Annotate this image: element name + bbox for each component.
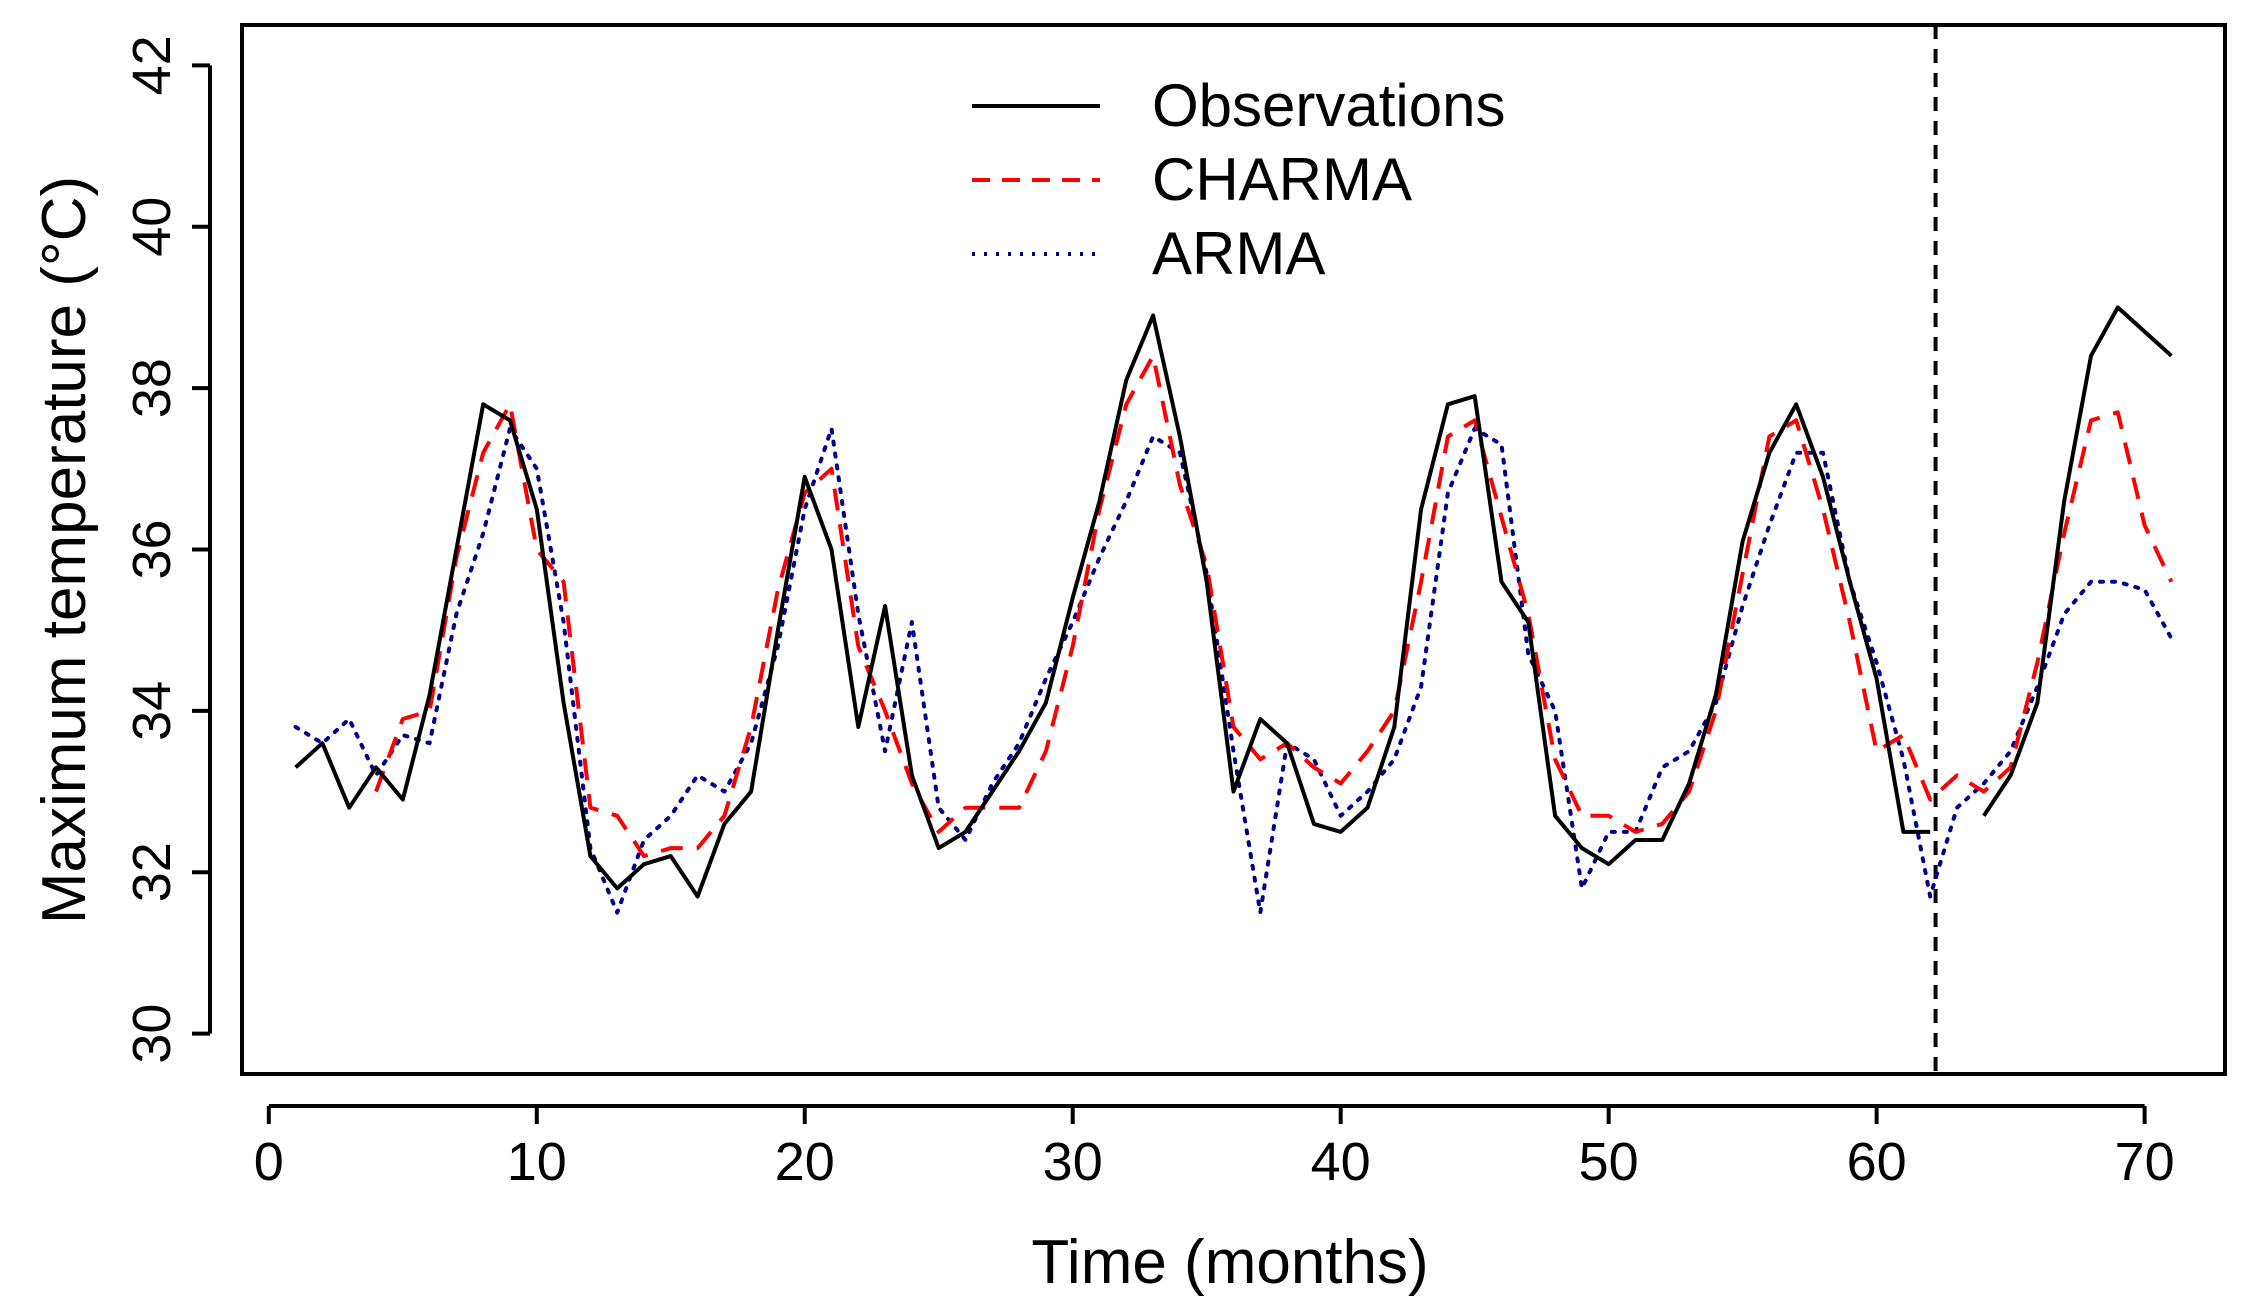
legend: Observations CHARMA ARMA [972,72,1506,287]
y-tick-label: 42 [122,35,182,95]
y-tick-label: 32 [122,842,182,902]
y-tick-label: 40 [122,197,182,257]
legend-label-charma: CHARMA [1152,146,1412,213]
y-tick-label: 30 [122,1004,182,1064]
x-tick-label: 60 [1847,1132,1907,1192]
x-axis-title: Time (months) [1031,1228,1428,1297]
y-tick-label: 36 [122,519,182,579]
series-line-charma [374,353,2174,859]
x-tick-label: 20 [775,1132,835,1192]
y-axis: 30 32 34 36 38 40 42 [122,35,212,1064]
y-tick-label: 34 [122,681,182,741]
x-tick-label: 70 [2115,1132,2175,1192]
plot-frame [240,23,2227,1076]
x-axis: 0 10 20 30 40 50 60 70 [254,1104,2175,1192]
x-tick-label: 50 [1579,1132,1639,1192]
x-tick-label: 0 [254,1132,284,1192]
x-tick-label: 40 [1311,1132,1371,1192]
y-tick-label: 38 [122,358,182,418]
y-axis-title: Maximum temperature (°C) [30,176,99,924]
legend-label-arma: ARMA [1152,220,1325,287]
series-layer [293,305,2174,915]
series-line-arma [293,426,2174,915]
series-line-observations [294,305,2173,899]
x-tick-label: 30 [1043,1132,1103,1192]
x-tick-label: 10 [507,1132,567,1192]
legend-label-observations: Observations [1152,72,1506,139]
